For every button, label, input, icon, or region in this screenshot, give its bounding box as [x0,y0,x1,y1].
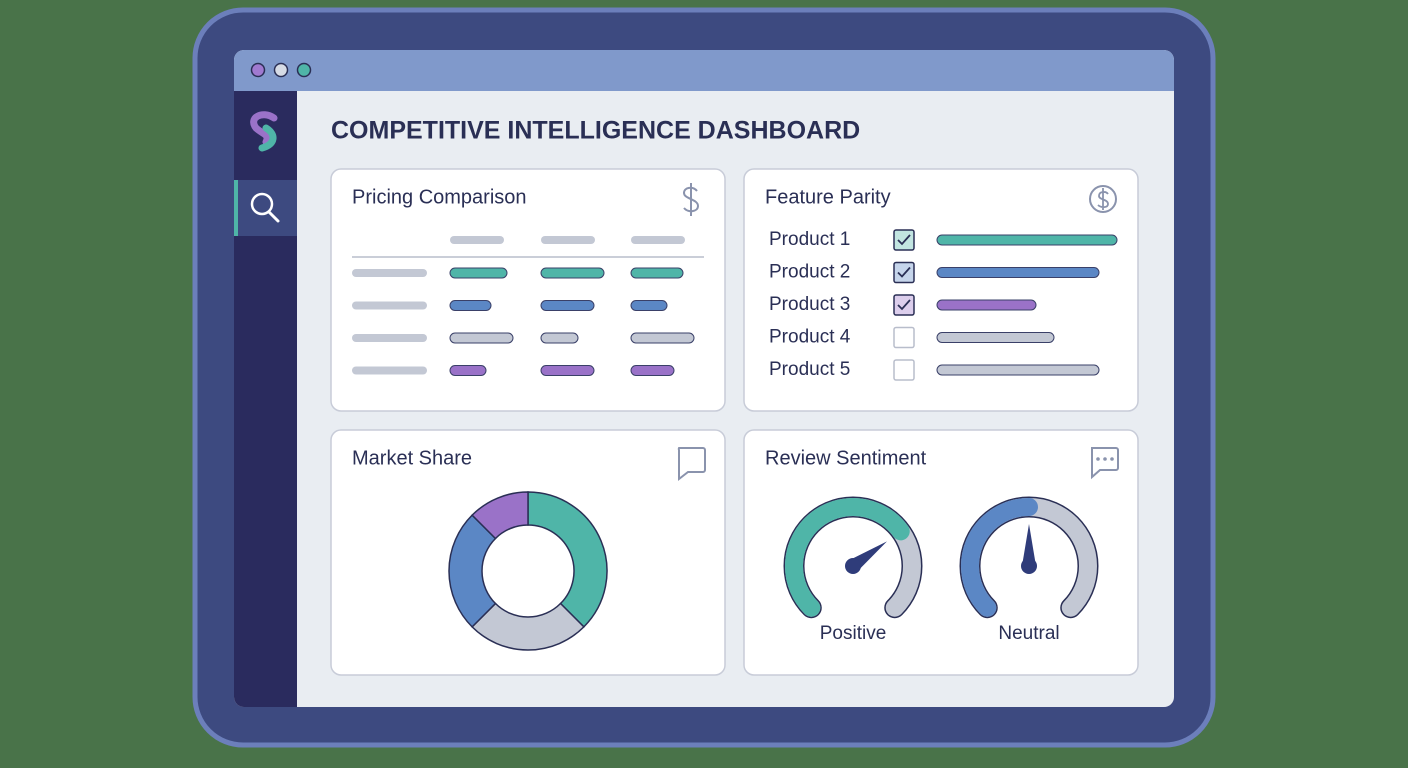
gauge-fill [785,498,910,617]
gauge-hub [845,558,861,574]
price-placeholder [630,300,668,311]
feature-bar [936,234,1118,246]
nav-indicator [234,180,238,236]
checkbox [893,326,915,349]
donut-segment [471,491,529,540]
gauge-label: Neutral [998,623,1059,644]
gauge-hub [1021,558,1037,574]
dollar-icon [682,183,700,216]
comment-icon [1110,457,1114,461]
header-placeholder [541,236,595,244]
product-label: Product 3 [769,294,850,315]
comment-icon [1091,447,1119,480]
row-label-placeholder [352,334,427,342]
price-placeholder [540,332,579,344]
gauge-label: Positive [820,623,887,644]
row-label-placeholder [352,269,427,277]
checkbox [893,229,915,251]
price-placeholder [630,332,695,344]
feature-bar [936,364,1100,376]
gauge-fill [961,498,1038,617]
row-label-placeholder [352,366,427,375]
logo[interactable] [258,124,277,152]
card [743,429,1139,676]
product-label: Product 2 [769,262,850,283]
nav-item-active[interactable] [234,180,297,236]
card-title: Feature Parity [765,186,891,208]
logo[interactable] [250,111,278,146]
price-placeholder [449,365,487,376]
dollar-icon [1097,188,1109,210]
comment-icon [677,447,706,482]
title-bar [234,50,1174,91]
header-placeholder [631,236,685,244]
checkmark [897,234,911,246]
price-placeholder [449,332,514,344]
comment-icon [1096,457,1100,461]
window-dot[interactable] [296,62,312,78]
search-icon[interactable] [267,210,280,223]
feature-bar [936,332,1055,343]
search-icon[interactable] [250,192,274,216]
checkbox [893,261,915,284]
sidebar [234,91,297,707]
checkbox [893,359,915,381]
price-placeholder [449,267,508,279]
card-title: Market Share [352,447,472,469]
card [743,168,1139,412]
donut-segment [527,491,608,628]
price-placeholder [630,365,675,376]
comment-icon [1103,457,1107,461]
card-title: Review Sentiment [765,447,927,469]
dollar-icon [1089,185,1117,213]
card-title: Pricing Comparison [352,186,527,208]
window-dot[interactable] [273,62,289,78]
checkmark [897,299,911,311]
dashboard-title: COMPETITIVE INTELLIGENCE DASHBOARD [331,117,860,145]
product-label: Product 4 [769,327,851,348]
checkmark [897,266,911,278]
row-label-placeholder [352,301,427,310]
window-dot[interactable] [250,62,266,78]
price-placeholder [449,300,492,311]
gauge-needle [1022,524,1036,566]
price-placeholder [540,267,605,279]
price-placeholder [630,267,684,279]
feature-bar [936,267,1100,278]
price-placeholder [540,365,595,376]
product-label: Product 1 [769,229,850,250]
checkbox [893,294,915,316]
product-label: Product 5 [769,359,850,380]
feature-bar [936,299,1037,311]
card [330,168,726,412]
card [330,429,726,676]
price-placeholder [540,300,595,311]
header-placeholder [450,236,504,244]
